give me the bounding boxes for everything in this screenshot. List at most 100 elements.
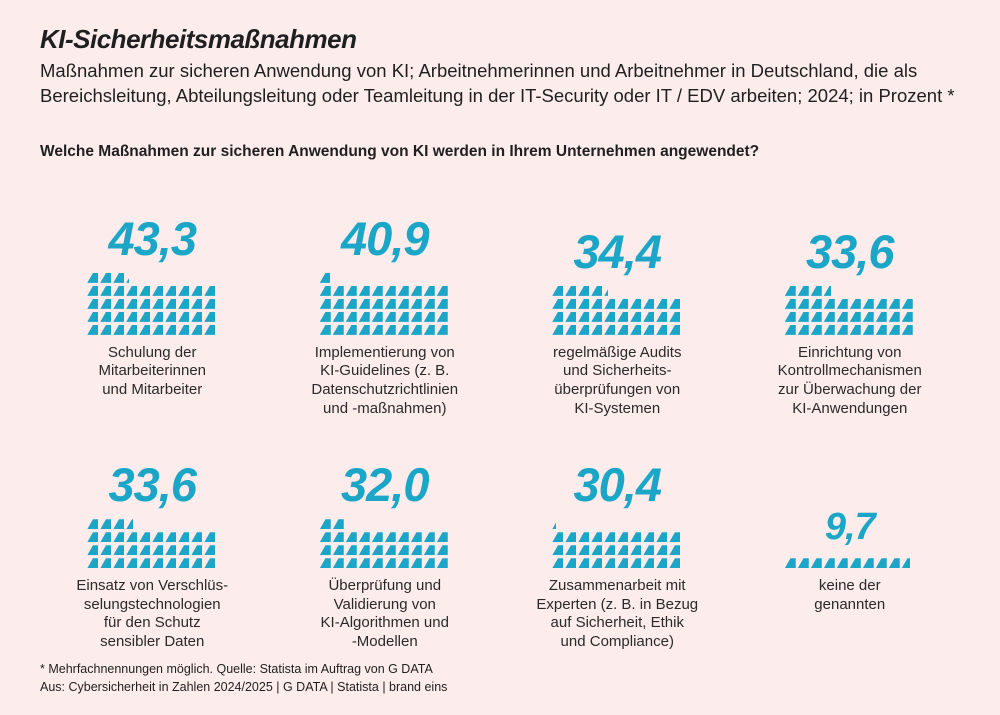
pictogram <box>319 516 450 569</box>
pictogram-unit <box>810 324 822 335</box>
pictogram-unit <box>191 558 203 569</box>
pictogram-unit <box>643 532 655 543</box>
pictogram-row <box>784 558 912 569</box>
stat-label: Einsatz von Verschlüs-selungstechnologie… <box>76 577 229 651</box>
pictogram-unit <box>604 558 616 569</box>
pictogram-unit <box>823 324 835 335</box>
pictogram-unit <box>862 298 874 309</box>
pictogram-unit <box>384 311 396 322</box>
pictogram-unit <box>410 298 422 309</box>
stat-label: Zusammenarbeit mit Experten (z. B. in Bez… <box>536 577 699 651</box>
pictogram-unit <box>113 545 125 556</box>
pictogram-unit <box>656 558 668 569</box>
pictogram-unit <box>191 324 203 335</box>
pictogram-row <box>87 311 217 322</box>
pictogram-unit <box>643 558 655 569</box>
pictogram-row <box>784 285 833 296</box>
pictogram-unit <box>410 545 422 556</box>
pictogram-unit-partial <box>823 285 831 296</box>
pictogram-row <box>319 272 332 283</box>
pictogram-unit <box>397 285 409 296</box>
pictogram-row <box>552 532 682 543</box>
pictogram-unit <box>901 558 910 569</box>
pictogram-unit <box>423 324 435 335</box>
pictogram-unit <box>371 311 383 322</box>
pictogram-row <box>552 311 682 322</box>
pictogram-row <box>552 324 682 335</box>
pictogram-unit <box>178 545 190 556</box>
pictogram-unit <box>862 311 874 322</box>
pictogram-unit <box>901 311 913 322</box>
pictogram-unit <box>165 558 177 569</box>
pictogram-unit <box>319 272 330 283</box>
pictogram-unit <box>604 532 616 543</box>
pictogram-unit <box>875 324 887 335</box>
pictogram-unit <box>656 532 668 543</box>
pictogram-unit <box>113 532 125 543</box>
pictogram-unit <box>178 311 190 322</box>
pictogram-unit <box>165 545 177 556</box>
pictogram-row <box>87 298 217 309</box>
pictogram-unit <box>604 285 609 296</box>
pictogram-unit <box>191 545 203 556</box>
stat-value: 34,4 <box>573 224 662 278</box>
pictogram <box>784 555 915 569</box>
pictogram-unit <box>784 298 796 309</box>
pictogram <box>784 283 915 335</box>
pictogram-unit <box>126 545 138 556</box>
pictogram-row <box>319 545 450 556</box>
stat-figure: 33,6 <box>40 434 265 569</box>
pictogram-unit <box>578 558 590 569</box>
pictogram-unit <box>643 545 655 556</box>
stat-label: regelmäßige Audits und Sicherheits-überpr… <box>553 343 682 417</box>
pictogram-unit <box>552 558 564 569</box>
pictogram-unit <box>100 519 112 530</box>
pictogram-unit <box>204 324 216 335</box>
pictogram-unit <box>345 545 357 556</box>
pictogram-unit <box>319 311 331 322</box>
pictogram-unit <box>358 558 370 569</box>
pictogram-unit <box>165 324 177 335</box>
pictogram-unit <box>617 558 629 569</box>
pictogram-row <box>319 532 450 543</box>
pictogram-unit <box>436 545 448 556</box>
pictogram-unit <box>797 298 809 309</box>
pictogram-unit <box>371 298 383 309</box>
pictogram-unit <box>797 558 809 569</box>
pictogram-unit <box>656 311 668 322</box>
stat-cell: 33,6 Einrichtung von Kontrollmechanismen zu… <box>738 201 963 418</box>
pictogram-unit <box>319 558 331 569</box>
pictogram-unit <box>669 532 681 543</box>
pictogram-unit <box>397 298 409 309</box>
pictogram-unit <box>810 311 822 322</box>
pictogram-unit <box>423 285 435 296</box>
pictogram-unit <box>332 558 344 569</box>
pictogram-unit <box>565 298 577 309</box>
pictogram-unit <box>565 532 577 543</box>
pictogram-unit <box>319 285 331 296</box>
pictogram-unit <box>630 545 642 556</box>
pictogram-unit <box>410 285 422 296</box>
pictogram-row <box>784 324 915 335</box>
pictogram-unit <box>436 532 448 543</box>
pictogram-unit <box>849 298 861 309</box>
pictogram-unit <box>345 532 357 543</box>
pictogram-unit <box>204 532 216 543</box>
pictogram-row <box>87 285 217 296</box>
pictogram-unit <box>358 545 370 556</box>
pictogram-unit <box>849 558 861 569</box>
pictogram-unit <box>552 285 564 296</box>
pictogram <box>319 270 450 335</box>
pictogram-unit <box>656 545 668 556</box>
pictogram-unit <box>87 545 99 556</box>
pictogram-unit <box>888 298 900 309</box>
stat-value: 33,6 <box>108 458 197 511</box>
stat-label: Schulung der Mitarbeiterinnen und Mitarbei… <box>98 343 207 399</box>
pictogram <box>552 516 682 569</box>
pictogram-unit <box>100 311 112 322</box>
pictogram-unit <box>823 311 835 322</box>
pictogram-unit <box>849 324 861 335</box>
pictogram-unit <box>410 532 422 543</box>
pictogram-unit <box>126 532 138 543</box>
pictogram-unit <box>397 558 409 569</box>
